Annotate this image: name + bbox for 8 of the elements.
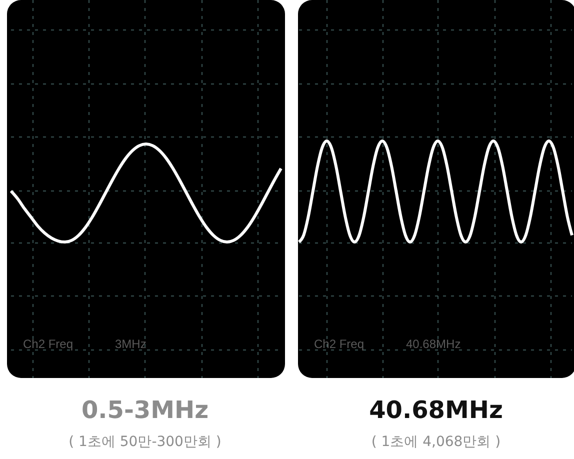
text: Ch2 Freq xyxy=(314,337,364,351)
text: 0.5-3MHz xyxy=(80,396,210,424)
text: ( 1초에 4,068만회 ) xyxy=(370,433,502,451)
text: 3MHz xyxy=(115,337,146,351)
text: Ch2 Freq xyxy=(23,337,74,351)
text: ( 1초에 50만-300만회 ) xyxy=(68,433,222,451)
text: 40.68MHz xyxy=(406,337,461,351)
text: 40.68MHz xyxy=(368,396,504,424)
